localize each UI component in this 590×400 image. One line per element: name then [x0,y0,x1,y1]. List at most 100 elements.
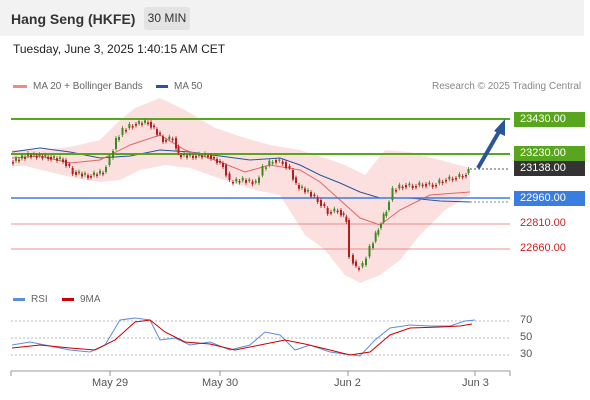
candle-body [121,128,124,135]
rsi-ma-line [11,319,473,356]
pivot-tag: 22960.00 [514,191,585,206]
x-label-may29: May 29 [92,377,129,389]
candle-body [241,178,244,181]
candle-body [175,138,177,149]
candle-body [448,176,451,180]
candle-body [156,129,158,135]
candle-body [358,268,360,270]
candle-body [128,124,131,128]
candle-body [96,174,98,176]
candle-body [342,213,345,215]
candle-body [71,168,74,174]
candle-body [330,212,332,214]
support-1-label: 22810.00 [520,217,566,229]
candle-body [304,188,306,193]
candle-body [251,181,254,185]
candle-body [388,202,390,210]
candle-body [401,186,404,189]
candle-body [435,185,437,187]
legend-rsi-ma: 9MA [62,294,101,305]
candle-body [258,177,260,183]
candle-body [177,146,180,153]
candle-body [171,138,174,141]
rsi-ma-swatch [62,297,74,301]
rsi-tick-50: 50 [520,331,533,343]
candle-body [310,192,312,197]
candle-body [105,167,107,172]
candle-body [138,121,140,124]
candle-body [382,214,385,222]
candle-body [222,163,224,167]
candle-body [50,157,52,160]
candle-body [75,172,77,175]
candle-body [18,159,20,162]
candle-body [201,155,203,158]
candle-body [372,243,374,248]
candle-body [292,170,294,180]
candle-body [183,153,185,156]
resistance-2-tag: 23430.00 [514,112,585,127]
candle-body [395,190,397,192]
candle-body [219,161,221,163]
candle-body [316,197,319,202]
candle-body [198,153,200,156]
candle-body [53,156,55,158]
candle-body [153,125,155,128]
candle-body [225,165,227,176]
candle-body [415,186,417,188]
candle-body [465,175,467,177]
candle-body [405,185,407,188]
candle-body [451,178,454,181]
candle-body [323,204,326,206]
candle-body [385,212,388,216]
rsi-line [11,317,476,357]
candle-body [213,157,215,159]
candle-body [288,166,291,168]
candle-body [361,263,364,267]
candle-body [150,122,152,128]
candle-body [186,155,188,158]
candle-body [445,180,447,182]
x-label-jun3: Jun 3 [462,377,489,389]
candle-body [159,132,161,135]
candle-body [112,151,114,158]
candles [12,118,470,272]
candle-body [340,210,342,216]
candle-body [261,166,264,176]
bollinger-band [12,98,470,283]
candle-body [265,167,267,169]
candle-body [281,161,284,164]
candle-body [245,180,247,183]
candle-body [345,216,348,222]
candle-body [398,184,401,189]
candle-body [425,184,427,187]
legend-rsi-ma-label: 9MA [80,294,101,305]
candle-body [207,155,209,157]
candle-body [228,173,231,180]
candle-body [102,172,104,175]
candle-body [355,261,357,266]
interval-button[interactable]: 30 MIN [144,7,190,30]
candle-body [87,175,89,178]
candle-body [27,153,29,157]
candle-body [99,170,101,174]
candle-body [38,154,41,156]
candle-body [216,159,218,163]
resistance-1-tag: 23230.00 [514,146,585,161]
candle-body [271,162,274,164]
candle-body [391,188,394,200]
candle-body [162,136,164,142]
candle-body [238,181,241,183]
candle-body [210,155,212,159]
legend-ma50: MA 50 [156,81,202,92]
candle-body [275,160,277,163]
candle-body [131,126,134,128]
candle-body [15,157,17,161]
candle-body [141,123,143,125]
candle-body [461,176,464,178]
x-label-jun2: Jun 2 [334,377,361,389]
rsi-swatch [13,297,25,301]
legend-ma50-label: MA 50 [174,81,203,92]
candle-body [313,194,316,197]
